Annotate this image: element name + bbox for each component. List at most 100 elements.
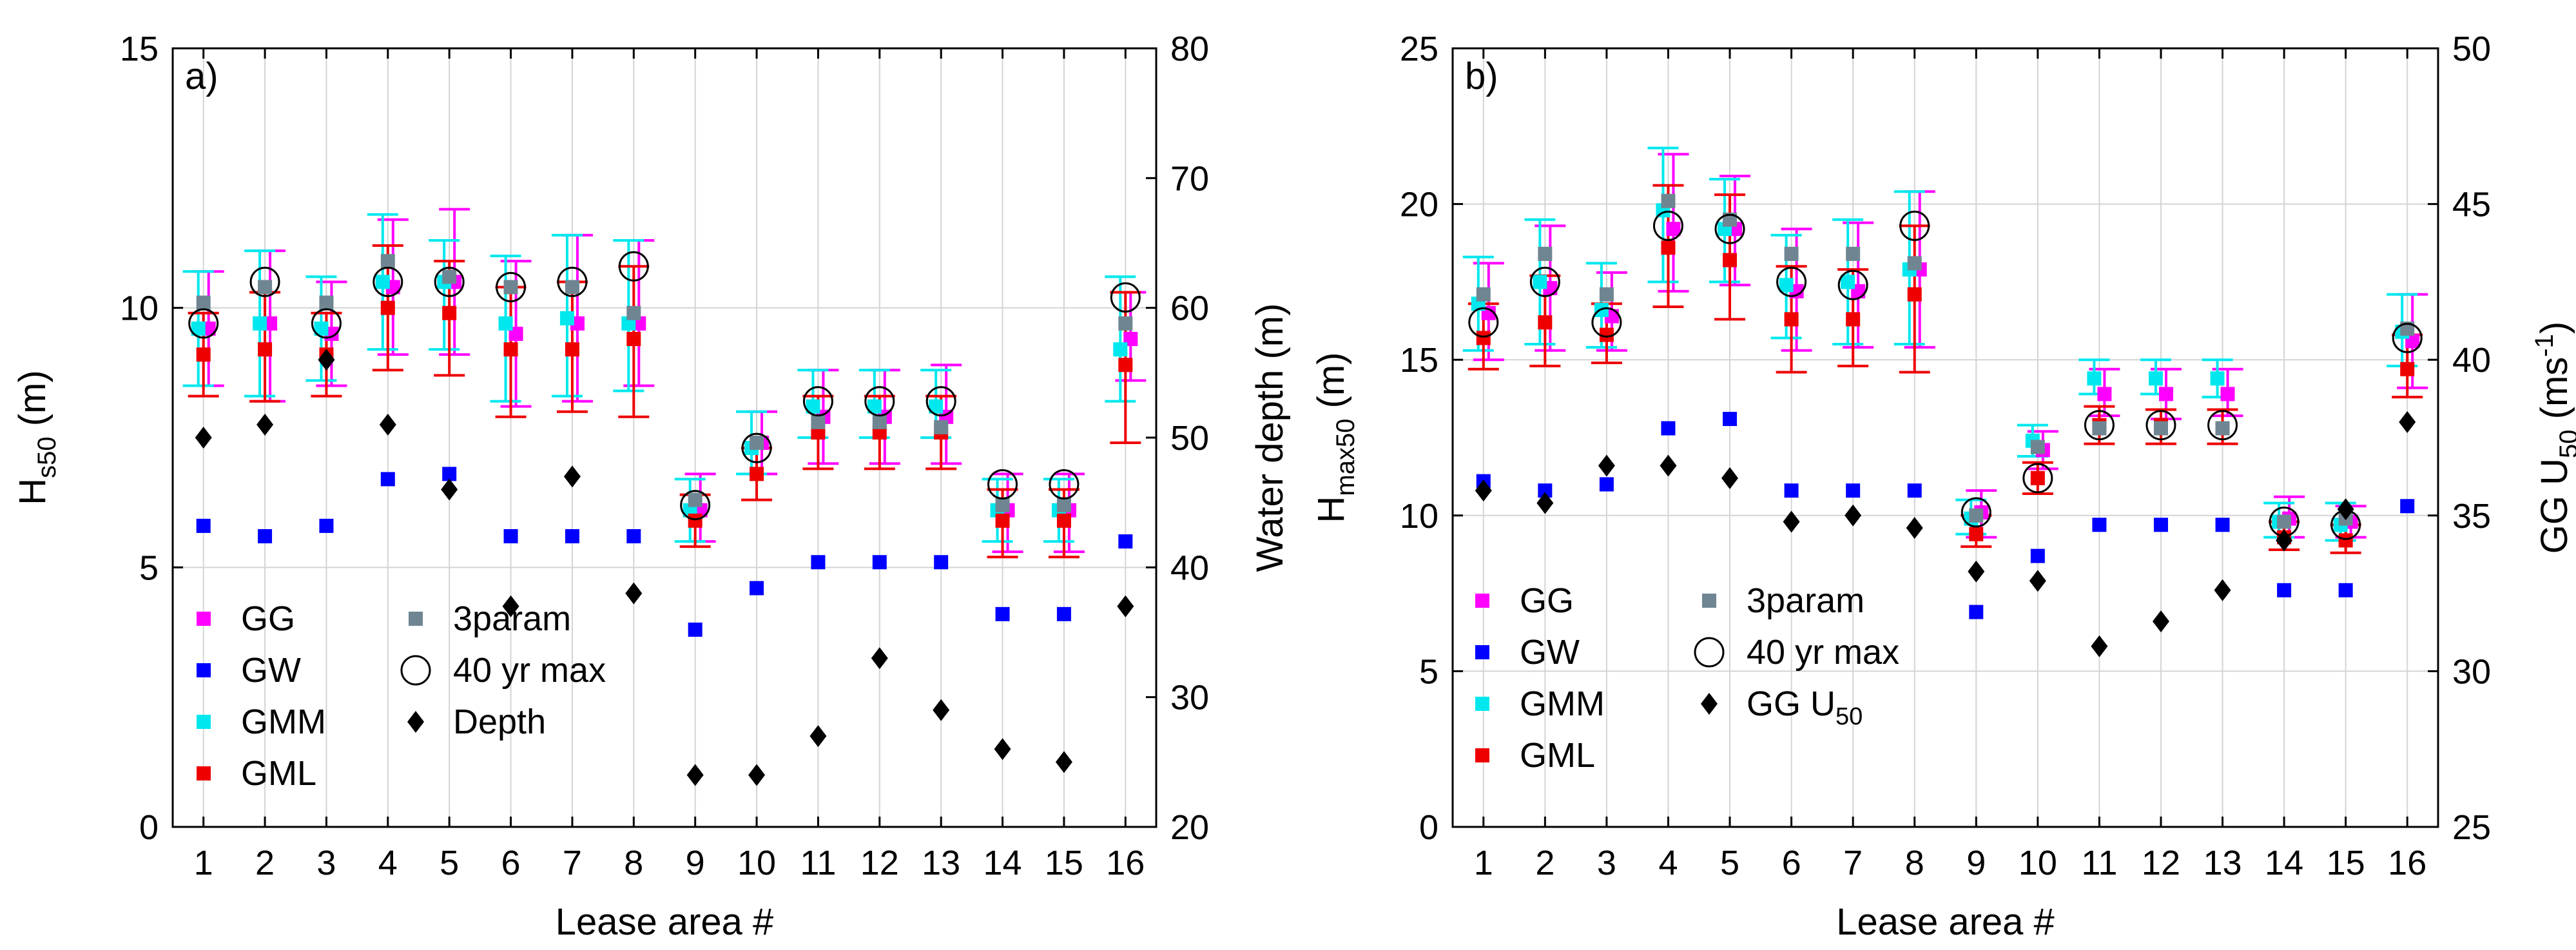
legend-marker [1475,748,1489,762]
point-gml [503,342,518,357]
point-3param [811,414,826,429]
point-depth [195,427,212,449]
legend-label: GG U50 [1747,684,1863,730]
x-tick-label: 12 [2142,844,2180,882]
point-gg-u50 [2399,411,2416,433]
legend-marker [1475,645,1489,659]
point-gmm [806,399,820,414]
point-40-yr-max [1899,210,1930,241]
point-gmm [1779,278,1794,293]
point-gg [1666,222,1681,237]
point-40-yr-max [2330,509,2361,540]
y-left-tick-label: 20 [1400,186,1438,224]
point-40-yr-max [2084,410,2115,441]
point-40-yr-max [1776,266,1807,297]
legend-marker [409,612,423,626]
point-3param [2153,421,2168,436]
point-depth [809,725,827,748]
point-3param [2277,514,2292,529]
legend-marker [1701,693,1718,715]
y-left-tick-label: 15 [1400,341,1438,380]
point-gg-u50 [1598,454,1615,477]
point-3param [565,280,579,295]
point-40-yr-max [1714,213,1745,244]
legend-marker [1702,594,1716,608]
point-gw [1538,483,1553,498]
point-depth [318,349,335,371]
point-gg-u50 [2091,635,2108,657]
point-3param [2215,421,2230,436]
y-left-axis-title: Hmax50 (m) [1310,352,1360,523]
point-3param [1784,246,1799,261]
point-3param [1907,256,1922,271]
x-tick-label: 13 [2203,844,2242,882]
y-left-tick-label: 10 [1400,497,1438,536]
legend-marker [1694,637,1725,668]
point-40-yr-max [1110,282,1141,313]
point-gw [2030,548,2045,563]
y-right-axis-title: GG U50 (ms-1) [2530,322,2576,554]
point-gml [1907,287,1922,302]
point-3param [1969,508,1984,523]
point-40-yr-max [496,271,527,302]
point-gml [1056,513,1071,528]
point-depth [563,465,581,488]
point-gw [196,518,211,533]
y-right-tick-label: 40 [2452,341,2491,380]
x-tick-label: 2 [255,844,275,882]
y-left-tick-label: 5 [1419,652,1438,691]
point-gml [1599,327,1614,342]
point-3param [196,295,211,310]
point-40-yr-max [2392,322,2423,353]
point-3param [1056,498,1071,512]
point-gmm [559,311,574,325]
y-right-tick-label: 70 [1170,159,1209,198]
point-gmm [314,321,329,336]
legend-label: GW [1520,633,1580,672]
x-tick-label: 15 [2327,844,2365,882]
point-40-yr-max [2145,410,2176,441]
x-tick-label: 7 [563,844,582,882]
point-gmm [2087,371,2102,386]
point-3param [626,305,641,320]
point-gw [1056,606,1071,621]
point-gw [750,581,764,596]
point-gg-u50 [2337,498,2354,521]
x-tick-label: 4 [378,844,398,882]
legend-label: 40 yr max [453,651,606,690]
point-gml [442,305,457,320]
point-depth [502,595,519,617]
x-tick-label: 1 [194,844,213,882]
y-right-tick-label: 50 [1170,419,1209,458]
point-gw [503,529,518,544]
point-40-yr-max [2022,463,2053,494]
point-40-yr-max [1529,266,1560,297]
point-gw [872,555,887,570]
x-tick-label: 8 [1905,844,1924,882]
point-gml [626,331,641,346]
point-gw [995,606,1010,621]
point-gml [1661,240,1676,255]
point-gg-u50 [2029,570,2046,592]
point-3param [380,254,395,269]
legend-marker [197,612,211,626]
x-tick-label: 2 [1535,844,1554,882]
legend-label: GML [241,754,316,793]
point-depth [994,738,1011,761]
y-right-tick-label: 35 [2452,497,2491,536]
legend-label: 3param [453,599,571,638]
point-gml [750,467,764,481]
y-left-tick-label: 0 [1419,808,1438,847]
point-40-yr-max [188,308,219,339]
point-gmm [867,399,882,414]
point-gmm [253,316,267,331]
point-gw [1723,412,1738,427]
point-3param [1846,246,1861,261]
point-gmm [1113,342,1128,357]
x-tick-label: 9 [1966,844,1986,882]
x-tick-label: 6 [1782,844,1801,882]
x-tick-label: 1 [1474,844,1493,882]
x-tick-label: 5 [440,844,459,882]
point-40-yr-max [802,386,833,417]
y-left-tick-label: 10 [120,289,159,328]
